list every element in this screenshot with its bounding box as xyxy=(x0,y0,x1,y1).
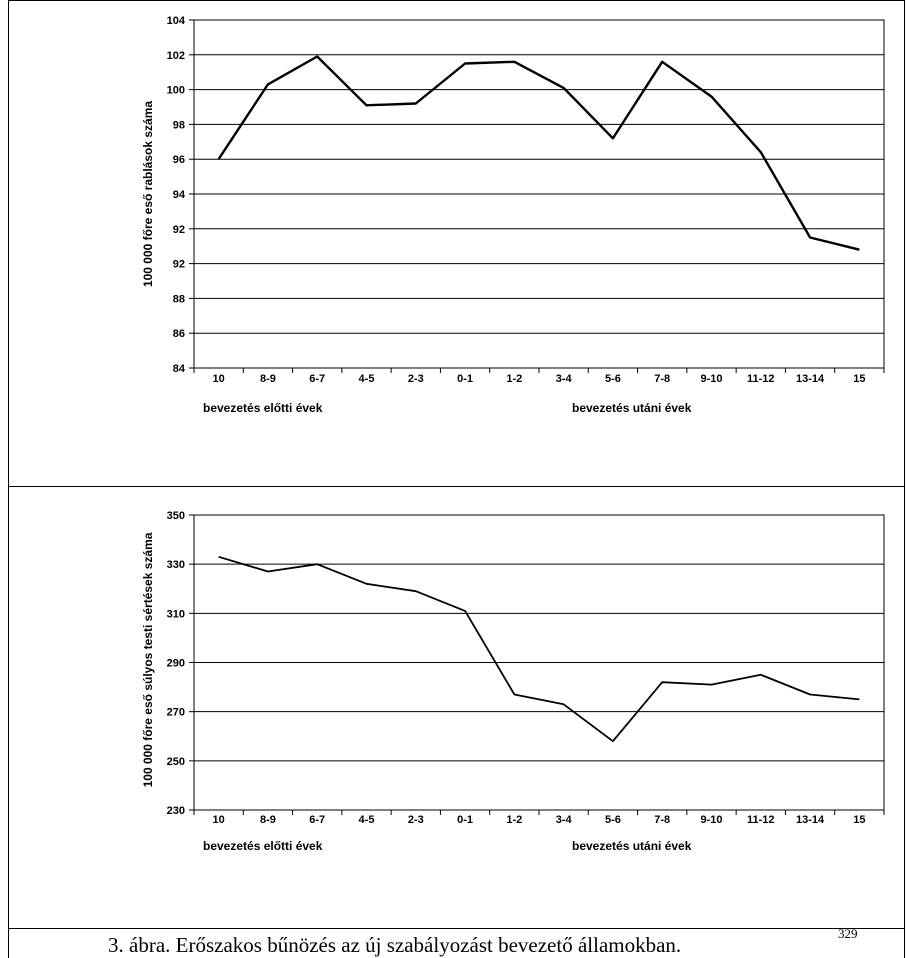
assault-x-tick-label: 0-1 xyxy=(457,814,473,826)
assault-gridlines xyxy=(194,563,884,762)
assault-x-tick-label: 5-6 xyxy=(605,814,621,826)
figure-caption-footnote: 329 xyxy=(838,926,858,941)
assault-x-tick-label: 13-14 xyxy=(796,814,825,826)
robbery-y-tick-label: 94 xyxy=(173,189,186,201)
assault-x-tick-label: 1-2 xyxy=(506,814,522,826)
assault-y-axis-label: 100 000 főre eső súlyos testi sértések s… xyxy=(141,532,155,787)
assault-x-tick-label: 3-4 xyxy=(556,814,573,826)
robbery-gridlines xyxy=(194,54,884,334)
assault-x-tick-label: 4-5 xyxy=(359,814,375,826)
robbery-x-ticks: 10 8-9 6-7 4-5 2-3 0-1 1-2 3-4 5-6 7-8 9-10 11-12 13… xyxy=(193,368,885,385)
assault-before-label: bevezetés előtti évek xyxy=(203,839,323,853)
robbery-after-label: bevezetés utáni évek xyxy=(572,401,692,415)
assault-x-ticks: 10 8-9 6-7 4-5 2-3 0-1 1-2 3-4 5-6 7-8 9-10 11-12 13… xyxy=(193,810,885,826)
assault-y-tick-label: 350 xyxy=(167,510,185,522)
robbery-x-tick-label: 5-6 xyxy=(605,373,621,385)
robbery-x-tick-label: 1-2 xyxy=(506,373,522,385)
assault-y-tick-label: 310 xyxy=(167,608,185,620)
assault-x-tick-label: 7-8 xyxy=(654,814,670,826)
robbery-x-tick-label: 3-4 xyxy=(556,373,573,385)
figure-caption: 3. ábra. Erőszakos bűnözés az új szabály… xyxy=(108,933,681,957)
robbery-x-tick-label: 10 xyxy=(213,373,225,385)
assault-x-tick-label: 10 xyxy=(213,814,225,826)
robbery-x-tick-label: 6-7 xyxy=(309,373,325,385)
assault-y-ticks: 230 250 270 290 310 330 350 xyxy=(167,510,194,817)
assault-y-tick-label: 250 xyxy=(167,756,185,768)
assault-y-tick-label: 230 xyxy=(167,805,185,817)
robbery-x-tick-label: 2-3 xyxy=(408,373,424,385)
assault-y-tick-label: 270 xyxy=(167,707,185,719)
assault-x-tick-label: 6-7 xyxy=(309,814,325,826)
robbery-y-tick-label: 96 xyxy=(173,154,185,166)
assault-x-tick-label: 9-10 xyxy=(700,814,722,826)
robbery-y-tick-label: 92 xyxy=(173,259,185,271)
robbery-y-tick-label: 86 xyxy=(173,328,185,340)
robbery-y-tick-label: 100 xyxy=(167,85,185,97)
robbery-x-tick-label: 0-1 xyxy=(457,373,473,385)
robbery-y-tick-label: 102 xyxy=(167,50,185,62)
robbery-x-tick-label: 8-9 xyxy=(260,373,276,385)
robbery-x-tick-label: 13-14 xyxy=(796,373,825,385)
assault-x-tick-label: 11-12 xyxy=(747,814,775,826)
robbery-y-tick-label: 98 xyxy=(173,119,185,131)
robbery-before-label: bevezetés előtti évek xyxy=(203,401,323,415)
assault-x-tick-label: 2-3 xyxy=(408,814,424,826)
assault-y-tick-label: 330 xyxy=(167,559,185,571)
assault-y-tick-label: 290 xyxy=(167,658,185,670)
robbery-y-axis-label: 100 000 főre eső rablások száma xyxy=(141,101,155,287)
assault-x-tick-label: 8-9 xyxy=(260,814,276,826)
assault-series-line xyxy=(218,555,860,743)
figure-caption-text: 3. ábra. Erőszakos bűnözés az új szabály… xyxy=(108,933,681,957)
robbery-y-tick-label: 84 xyxy=(173,363,186,375)
robbery-y-ticks: 84 86 88 92 92 94 96 98 100 102 104 xyxy=(167,15,194,375)
robbery-y-tick-label: 92 xyxy=(173,224,185,236)
robbery-y-tick-label: 88 xyxy=(173,293,185,305)
robbery-chart: 84 86 88 92 92 94 96 98 100 102 104 10 8-9 6-7 4-5 2-3… xyxy=(141,15,885,415)
robbery-x-tick-label: 7-8 xyxy=(654,373,670,385)
robbery-x-tick-label: 11-12 xyxy=(747,373,775,385)
robbery-x-tick-label: 9-10 xyxy=(700,373,722,385)
robbery-series-line xyxy=(217,55,860,251)
robbery-y-tick-label: 104 xyxy=(167,15,186,27)
assault-after-label: bevezetés utáni évek xyxy=(572,839,692,853)
robbery-x-tick-label: 4-5 xyxy=(359,373,375,385)
assault-x-tick-label: 15 xyxy=(853,814,865,826)
robbery-x-tick-label: 15 xyxy=(853,373,865,385)
